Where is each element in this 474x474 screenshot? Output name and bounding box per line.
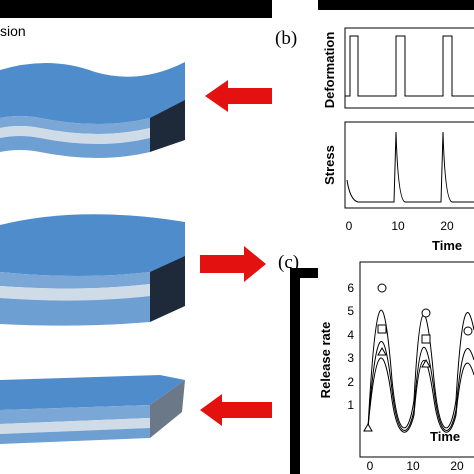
stress-axes	[344, 121, 474, 209]
x-tick-label: 20	[440, 219, 454, 233]
top-bar-right	[318, 0, 474, 10]
top-bar	[0, 0, 272, 18]
x-tick-label: 20	[450, 459, 464, 473]
block-2	[0, 214, 185, 326]
stress-label: Stress	[322, 145, 337, 185]
x-tick-label: 0	[367, 459, 374, 473]
arrow-left-2	[200, 394, 272, 426]
y-tick-label: 2	[347, 375, 354, 389]
y-tick-label: 5	[347, 304, 354, 318]
y-axis-label: Release rate	[318, 322, 333, 399]
deformation-curve	[345, 35, 474, 97]
x-axis-label: Time	[430, 429, 460, 444]
panel-b-label: (b)	[275, 28, 297, 49]
frame-bar	[290, 268, 318, 278]
x-tick-label: 10	[406, 459, 420, 473]
x-tick-label: 0	[346, 219, 353, 233]
panel-a-label: sion	[0, 23, 26, 39]
deformation-label: Deformation	[322, 32, 337, 109]
y-tick-label: 1	[347, 398, 354, 412]
frame-bar	[290, 268, 300, 474]
stress-curve	[346, 131, 474, 203]
deformation-axes	[344, 27, 474, 109]
release-curves	[367, 309, 474, 433]
arrow-right	[200, 246, 266, 282]
y-tick-label: 6	[347, 281, 354, 295]
block-1	[0, 62, 185, 158]
block-3	[0, 375, 185, 444]
panel-c-label: (c)	[278, 252, 299, 273]
x-axis-label: Time	[432, 238, 462, 253]
release-markers	[363, 283, 473, 432]
x-tick-label: 10	[391, 219, 405, 233]
y-tick-label: 4	[347, 328, 354, 342]
y-tick-label: 3	[347, 351, 354, 365]
release-axes	[359, 261, 474, 458]
arrow-left	[205, 80, 272, 112]
